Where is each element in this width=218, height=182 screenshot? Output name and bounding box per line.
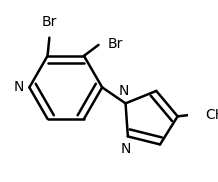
Text: Br: Br (108, 37, 123, 51)
Text: N: N (14, 80, 24, 94)
Text: Br: Br (42, 15, 57, 29)
Text: CH₃: CH₃ (205, 108, 218, 122)
Text: N: N (121, 142, 131, 156)
Text: N: N (119, 84, 129, 98)
